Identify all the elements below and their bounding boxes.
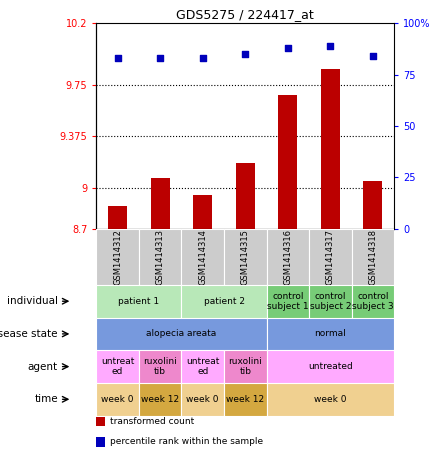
Bar	[267, 350, 394, 383]
Text: GSM1414312: GSM1414312	[113, 229, 122, 285]
Point	[242, 51, 249, 58]
Text: GSM1414313: GSM1414313	[155, 229, 165, 285]
Bar	[321, 68, 340, 229]
Bar	[352, 285, 394, 318]
Bar	[96, 318, 267, 350]
Text: week 12: week 12	[141, 395, 179, 404]
Bar	[267, 318, 394, 350]
Text: week 12: week 12	[226, 395, 265, 404]
Text: GSM1414317: GSM1414317	[326, 229, 335, 285]
Bar	[224, 229, 267, 285]
Text: normal: normal	[314, 329, 346, 338]
Text: percentile rank within the sample: percentile rank within the sample	[110, 437, 263, 446]
Point	[199, 55, 206, 62]
Text: ruxolini
tib: ruxolini tib	[228, 357, 262, 376]
Bar	[151, 178, 170, 229]
Text: ruxolini
tib: ruxolini tib	[143, 357, 177, 376]
Point	[369, 53, 376, 60]
Bar	[193, 195, 212, 229]
Point	[284, 44, 291, 52]
Bar	[267, 285, 309, 318]
Point	[157, 55, 164, 62]
Bar	[267, 383, 394, 416]
Bar	[139, 383, 181, 416]
Bar	[96, 285, 181, 318]
Bar	[139, 229, 181, 285]
Bar	[96, 350, 139, 383]
Text: agent: agent	[28, 361, 58, 371]
Bar	[309, 229, 352, 285]
Bar	[181, 229, 224, 285]
Text: patient 1: patient 1	[118, 297, 159, 306]
Text: week 0: week 0	[101, 395, 134, 404]
Bar	[352, 229, 394, 285]
Text: week 0: week 0	[187, 395, 219, 404]
Text: GSM1414314: GSM1414314	[198, 229, 207, 285]
Text: patient 2: patient 2	[204, 297, 244, 306]
Bar	[267, 229, 309, 285]
Bar	[364, 181, 382, 229]
Bar	[139, 350, 181, 383]
Bar	[181, 285, 267, 318]
Bar	[108, 206, 127, 229]
Text: week 0: week 0	[314, 395, 346, 404]
Bar	[96, 383, 139, 416]
Bar	[224, 350, 267, 383]
Text: control
subject 1: control subject 1	[267, 292, 309, 311]
Text: disease state: disease state	[0, 329, 58, 339]
Text: GSM1414316: GSM1414316	[283, 229, 292, 285]
Bar	[278, 95, 297, 229]
Bar	[96, 437, 105, 447]
Text: individual: individual	[7, 296, 58, 306]
Bar	[96, 417, 105, 426]
Bar	[181, 383, 224, 416]
Point	[114, 55, 121, 62]
Bar	[309, 285, 352, 318]
Text: control
subject 2: control subject 2	[310, 292, 351, 311]
Text: untreat
ed: untreat ed	[101, 357, 134, 376]
Text: control
subject 3: control subject 3	[352, 292, 394, 311]
Title: GDS5275 / 224417_at: GDS5275 / 224417_at	[177, 8, 314, 21]
Text: time: time	[34, 394, 58, 404]
Text: alopecia areata: alopecia areata	[146, 329, 216, 338]
Bar	[236, 163, 255, 229]
Text: GSM1414318: GSM1414318	[368, 229, 378, 285]
Text: untreated: untreated	[308, 362, 353, 371]
Text: transformed count: transformed count	[110, 417, 194, 426]
Text: untreat
ed: untreat ed	[186, 357, 219, 376]
Bar	[224, 383, 267, 416]
Point	[327, 42, 334, 49]
Text: GSM1414315: GSM1414315	[241, 229, 250, 285]
Bar	[181, 350, 224, 383]
Bar	[96, 229, 139, 285]
